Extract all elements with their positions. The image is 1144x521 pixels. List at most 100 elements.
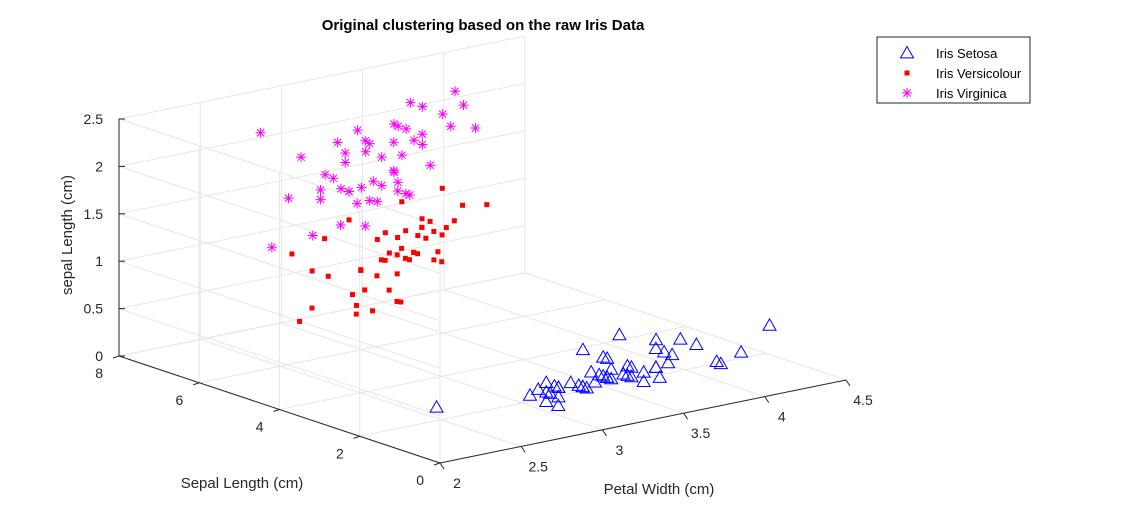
- z-tick-label: 2: [95, 158, 103, 174]
- setosa-point: [664, 347, 680, 361]
- setosa-point: [648, 332, 664, 346]
- x-tick-mark: [845, 379, 851, 387]
- grid-line: [118, 272, 526, 357]
- versicolour-point: [427, 218, 433, 224]
- setosa-point: [612, 327, 627, 341]
- virginica-point: [376, 180, 387, 191]
- setosa-point: [587, 374, 603, 388]
- virginica-point: [393, 121, 404, 132]
- y-tick-mark: [273, 409, 280, 412]
- setosa-point: [575, 379, 591, 393]
- virginica-point: [396, 150, 407, 161]
- y-tick-label: 8: [95, 365, 103, 381]
- versicolour-point: [358, 267, 364, 273]
- versicolour-point: [431, 257, 437, 263]
- legend-box: [876, 36, 1031, 104]
- versicolour-point: [406, 257, 412, 263]
- virginica-point: [255, 127, 266, 138]
- versicolour-point: [394, 298, 400, 304]
- virginica-point: [356, 182, 367, 193]
- versicolour-point: [484, 202, 490, 208]
- setosa-point: [648, 341, 664, 354]
- x-tick-label: 4.5: [853, 392, 873, 408]
- y-tick-label: 6: [175, 392, 183, 408]
- z-axis-label: sepal Length (cm): [59, 175, 76, 295]
- virginica-point: [320, 169, 331, 180]
- z-tick-label: 0.5: [84, 301, 104, 317]
- x-tick-mark: [601, 429, 607, 437]
- virginica-point: [340, 147, 351, 158]
- virginica-point: [266, 242, 277, 253]
- virginica-point: [315, 194, 326, 205]
- x-tick-label: 2.5: [528, 458, 548, 474]
- versicolour-point: [309, 305, 315, 311]
- virginica-point: [425, 160, 436, 171]
- versicolour-point: [374, 273, 380, 279]
- grid-line: [118, 260, 441, 369]
- setosa-point: [599, 369, 615, 383]
- grid-line: [118, 118, 441, 227]
- setosa-point: [660, 355, 676, 369]
- versicolour-point: [451, 218, 457, 224]
- virginica-point: [417, 129, 428, 140]
- versicolour-point: [370, 308, 376, 314]
- setosa-point: [563, 375, 579, 389]
- virginica-point: [417, 139, 428, 150]
- virginica-point: [404, 189, 415, 200]
- series-2: [289, 185, 490, 324]
- x-tick-label: 2: [453, 475, 461, 491]
- data-points: [255, 86, 777, 413]
- versicolour-point: [435, 249, 441, 255]
- setosa-point: [571, 377, 587, 391]
- versicolour-point: [386, 287, 392, 293]
- versicolour-point: [419, 224, 425, 230]
- virginica-point: [392, 177, 403, 188]
- versicolour-point: [399, 245, 405, 251]
- grid-line: [359, 352, 766, 437]
- setosa-point: [550, 398, 566, 411]
- versicolour-point: [399, 199, 405, 205]
- setosa-point: [620, 368, 635, 381]
- virginica-point: [352, 198, 363, 209]
- virginica-point: [388, 165, 399, 176]
- virginica-point: [388, 119, 399, 130]
- y-tick-mark: [433, 462, 441, 466]
- setosa-point: [648, 360, 664, 373]
- setosa-point: [429, 399, 444, 413]
- x-axis-line: [439, 379, 847, 464]
- grid-line: [118, 165, 441, 274]
- versicolour-point: [394, 252, 400, 258]
- virginica-point: [368, 176, 379, 187]
- setosa-point: [542, 385, 558, 399]
- versicolour-point: [378, 257, 384, 263]
- virginica-point: [470, 123, 481, 134]
- virginica-point: [360, 221, 371, 232]
- setosa-point: [551, 379, 566, 393]
- versicolour-point: [362, 287, 368, 293]
- setosa-point: [672, 331, 688, 345]
- setosa-point: [583, 364, 599, 378]
- versicolour-point: [353, 302, 359, 308]
- grid-line: [199, 299, 606, 384]
- x-axis-label: Petal Width (cm): [604, 481, 715, 498]
- versicolour-point: [411, 249, 417, 255]
- setosa-point: [636, 364, 652, 378]
- x-tick-mark: [764, 396, 770, 403]
- versicolour-point: [297, 318, 303, 324]
- z-tick-label: 2.5: [84, 111, 104, 127]
- setosa-point: [624, 359, 639, 373]
- y-tick-mark: [193, 382, 200, 386]
- grid-line: [118, 35, 526, 120]
- y-tick-label: 0: [416, 472, 424, 488]
- chart-title: Original clustering based on the raw Iri…: [322, 17, 645, 34]
- x-tick-label: 3: [616, 442, 624, 458]
- virginica-point: [336, 183, 347, 194]
- setosa-point: [733, 344, 749, 358]
- grid-line: [279, 326, 686, 410]
- setosa-point: [648, 360, 664, 373]
- setosa-point: [595, 349, 611, 363]
- versicolour-point: [289, 251, 295, 257]
- versicolour-point: [431, 228, 437, 234]
- versicolour-point: [346, 217, 352, 223]
